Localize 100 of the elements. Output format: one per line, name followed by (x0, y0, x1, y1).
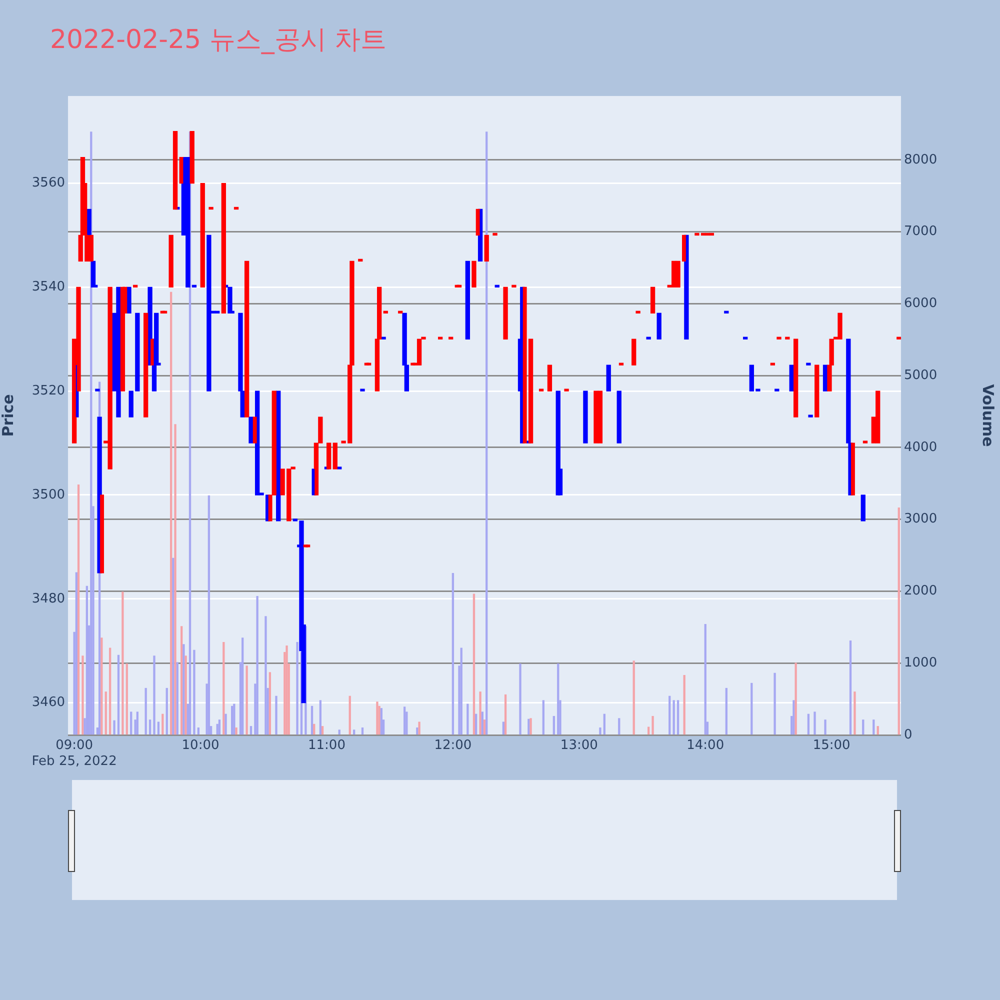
y2-tick-label: 8000 (904, 152, 938, 168)
bar (108, 648, 112, 735)
x-tick-label: 13:00 (560, 738, 598, 754)
bar (403, 706, 406, 735)
bar (162, 714, 164, 735)
bar (380, 708, 383, 735)
x-tick-label: 11:00 (308, 738, 346, 754)
bar (486, 132, 488, 735)
candlestick (332, 442, 338, 470)
y2-tick-label: 3000 (904, 512, 938, 527)
candlestick (86, 208, 92, 236)
bar (460, 648, 462, 735)
bar (170, 292, 172, 735)
bar (264, 616, 267, 735)
y2-tick-label: 0 (904, 727, 912, 742)
y-tick-label: 3540 (32, 280, 65, 295)
candlestick (120, 286, 126, 392)
bar (82, 656, 84, 735)
bar (197, 727, 200, 735)
bar (452, 572, 454, 735)
bar (750, 682, 753, 735)
bar (174, 424, 176, 735)
y-tick-label: 3560 (32, 176, 65, 191)
bar (353, 730, 356, 735)
bar (672, 700, 675, 735)
bar (676, 700, 680, 735)
candlestick (276, 390, 281, 522)
bar (166, 688, 168, 735)
bar (376, 702, 378, 735)
bar (542, 700, 544, 735)
bar (246, 666, 248, 735)
bar (348, 696, 351, 735)
bar (557, 664, 560, 735)
bar (898, 508, 900, 735)
bar (104, 692, 107, 735)
y2-tick-label: 4000 (904, 440, 938, 455)
x-tick-label: 15:00 (812, 738, 850, 754)
bar (849, 640, 852, 735)
y-axis-title: Price (0, 394, 17, 437)
bar (144, 688, 147, 735)
bar (807, 714, 810, 735)
bar (182, 644, 185, 735)
bar (256, 596, 258, 735)
bar (77, 484, 80, 735)
bar (117, 654, 120, 735)
bar (338, 730, 340, 735)
bar (603, 714, 606, 735)
bar (361, 727, 364, 735)
candlestick (88, 234, 94, 262)
bar (275, 696, 278, 735)
candlestick (476, 208, 481, 236)
bar (153, 656, 156, 735)
bar (148, 720, 152, 735)
bar (504, 694, 507, 735)
y-tick-label: 3480 (32, 591, 65, 606)
bar (230, 706, 234, 735)
x-tick-label: 09:00 Feb 25, 2022 (32, 738, 117, 769)
bar (296, 642, 298, 735)
bar (242, 638, 244, 735)
bar (418, 722, 420, 735)
bar (652, 716, 654, 735)
bar (552, 716, 555, 735)
x-tick-label: 10:00 (182, 738, 220, 754)
bar (184, 656, 187, 735)
bar (704, 624, 706, 735)
bar (193, 650, 196, 735)
bar (466, 704, 469, 735)
bar (222, 642, 225, 735)
bar (475, 714, 478, 735)
bar (872, 720, 875, 735)
bar (136, 712, 138, 735)
bar (216, 724, 218, 735)
bar (319, 700, 322, 735)
bar (218, 720, 221, 735)
bar (100, 638, 103, 735)
bar (75, 572, 78, 735)
bar (814, 712, 816, 735)
y-tick-label: 3460 (32, 695, 65, 710)
bar (683, 675, 686, 735)
bar (774, 672, 776, 735)
x-tick-label: 14:00 (686, 738, 724, 754)
bar (268, 672, 272, 735)
y2-tick-label: 6000 (904, 296, 938, 312)
bar (519, 664, 522, 735)
bar (233, 704, 236, 735)
bar (416, 727, 418, 735)
bar (378, 706, 380, 735)
candlestick (108, 286, 112, 470)
bar (180, 626, 183, 735)
bar (854, 692, 856, 735)
y2-tick-label: 5000 (904, 368, 938, 383)
bar (321, 726, 324, 735)
bar (313, 724, 316, 735)
y-tick-label: 3520 (32, 383, 65, 398)
bar (122, 592, 124, 735)
candlestick (556, 390, 560, 496)
bar (824, 720, 826, 735)
bar (876, 726, 879, 735)
bar (472, 594, 476, 735)
bar (176, 662, 178, 735)
